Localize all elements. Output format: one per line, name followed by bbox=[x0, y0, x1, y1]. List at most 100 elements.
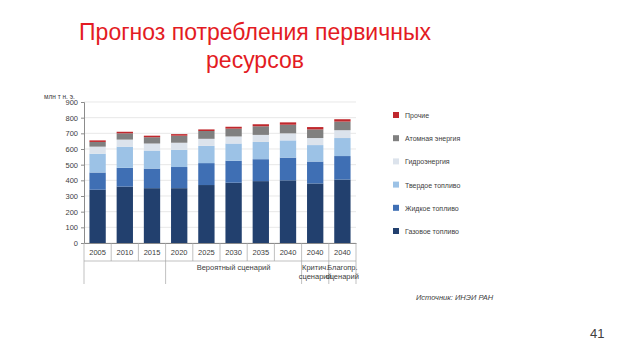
bar-segment bbox=[198, 185, 214, 243]
bar-segment bbox=[307, 145, 323, 161]
tick-label: 2025 bbox=[198, 248, 215, 257]
bar-segment bbox=[334, 122, 350, 131]
bar-segment bbox=[253, 181, 269, 243]
tick: 500 bbox=[65, 161, 84, 170]
tick: 0 bbox=[74, 239, 84, 248]
group-label: Критич. bbox=[302, 263, 328, 272]
legend-label: Гидроэнергия bbox=[405, 158, 450, 166]
tick-label: 300 bbox=[65, 192, 78, 201]
legend-item: Гидроэнергия bbox=[393, 158, 450, 166]
chart: 0100200300400500600700800900200520102015… bbox=[0, 0, 640, 360]
legend-item: Твердое топливо bbox=[393, 182, 460, 190]
separator bbox=[274, 243, 275, 261]
bar-segment bbox=[225, 129, 241, 137]
legend-swatch bbox=[393, 228, 399, 234]
separator bbox=[138, 243, 139, 261]
bar-segment bbox=[144, 136, 160, 138]
separator bbox=[111, 243, 112, 261]
group-label: Благопр. bbox=[327, 263, 357, 272]
tick: 700 bbox=[65, 129, 84, 138]
tick-label: 0 bbox=[74, 239, 78, 248]
tick-label: 2030 bbox=[225, 248, 242, 257]
bar-segment bbox=[198, 129, 214, 131]
bar-segment bbox=[171, 143, 187, 150]
series bbox=[89, 119, 350, 142]
tick-label: 2005 bbox=[89, 248, 106, 257]
tick: 2030 bbox=[225, 243, 242, 257]
legend-label: Твердое топливо bbox=[405, 182, 460, 190]
bar-segment bbox=[144, 144, 160, 151]
legend-swatch bbox=[393, 158, 399, 164]
bar-segment bbox=[144, 137, 160, 143]
tick-label: 2010 bbox=[116, 248, 133, 257]
y-axis-title: млн т н. э. bbox=[44, 93, 75, 100]
bar-segment bbox=[225, 127, 241, 129]
tick: 2040 bbox=[280, 243, 297, 257]
bar-segment bbox=[89, 140, 105, 142]
bar-segment bbox=[334, 138, 350, 156]
tick-mark bbox=[81, 227, 84, 228]
tick-label: 2040 bbox=[334, 248, 351, 257]
separator bbox=[247, 243, 248, 261]
bar-segment bbox=[253, 159, 269, 181]
bar-segment bbox=[307, 129, 323, 138]
tick: 2040 bbox=[307, 243, 324, 257]
bar-segment bbox=[280, 180, 296, 243]
tick: 400 bbox=[65, 176, 84, 185]
y-axis: 0100200300400500600700800900 bbox=[65, 98, 84, 248]
separator bbox=[84, 261, 356, 262]
bar-segment bbox=[253, 126, 269, 135]
tick: 300 bbox=[65, 192, 84, 201]
tick-mark bbox=[81, 180, 84, 181]
bar-segment bbox=[253, 135, 269, 142]
tick-mark bbox=[81, 133, 84, 134]
bar-segment bbox=[307, 127, 323, 129]
group-label: сценарий bbox=[326, 272, 359, 281]
bar-segment bbox=[307, 138, 323, 145]
tick-label: 400 bbox=[65, 176, 78, 185]
tick-label: 800 bbox=[65, 114, 78, 123]
bar-segment bbox=[117, 140, 133, 147]
grid-line bbox=[84, 117, 356, 118]
separator bbox=[84, 243, 85, 284]
bar-segment bbox=[225, 183, 241, 243]
bar-segment bbox=[171, 188, 187, 243]
bar-segment bbox=[253, 124, 269, 126]
tick: 2040 bbox=[334, 243, 351, 257]
tick-mark bbox=[81, 149, 84, 150]
tick-mark bbox=[81, 243, 84, 244]
tick-label: 200 bbox=[65, 208, 78, 217]
series bbox=[89, 122, 350, 147]
tick: 2020 bbox=[171, 243, 188, 257]
legend-item: Жидкое топливо bbox=[393, 205, 459, 213]
legend-item: Прочие bbox=[393, 112, 429, 120]
tick-mark bbox=[81, 102, 84, 103]
bar-segment bbox=[307, 183, 323, 243]
grid-line bbox=[84, 102, 356, 103]
bar-segment bbox=[144, 151, 160, 169]
bar-segment bbox=[280, 133, 296, 140]
bar-segment bbox=[334, 130, 350, 138]
bar-segment bbox=[307, 162, 323, 184]
tick-label: 2040 bbox=[280, 248, 297, 257]
tick-label: 600 bbox=[65, 145, 78, 154]
axis-line bbox=[85, 243, 357, 244]
separator bbox=[165, 243, 166, 284]
source: Источник: ИНЭИ РАН bbox=[416, 293, 494, 302]
tick-label: 2035 bbox=[252, 248, 269, 257]
grid bbox=[84, 102, 356, 243]
bar-segment bbox=[89, 154, 105, 173]
bar-segment bbox=[280, 158, 296, 181]
bar-segment bbox=[334, 119, 350, 121]
bar-segment bbox=[117, 187, 133, 243]
series bbox=[89, 138, 350, 172]
series bbox=[89, 180, 350, 243]
tick-label: 500 bbox=[65, 161, 78, 170]
bar-segment bbox=[171, 167, 187, 188]
group-labels: Вероятный сценарийКритич.сценарийБлагопр… bbox=[197, 263, 359, 281]
tick-label: 2015 bbox=[144, 248, 161, 257]
bar-segment bbox=[171, 150, 187, 167]
bar-segment bbox=[89, 142, 105, 147]
bar-segment bbox=[117, 147, 133, 168]
legend-item: Газовое топливо bbox=[393, 228, 459, 235]
